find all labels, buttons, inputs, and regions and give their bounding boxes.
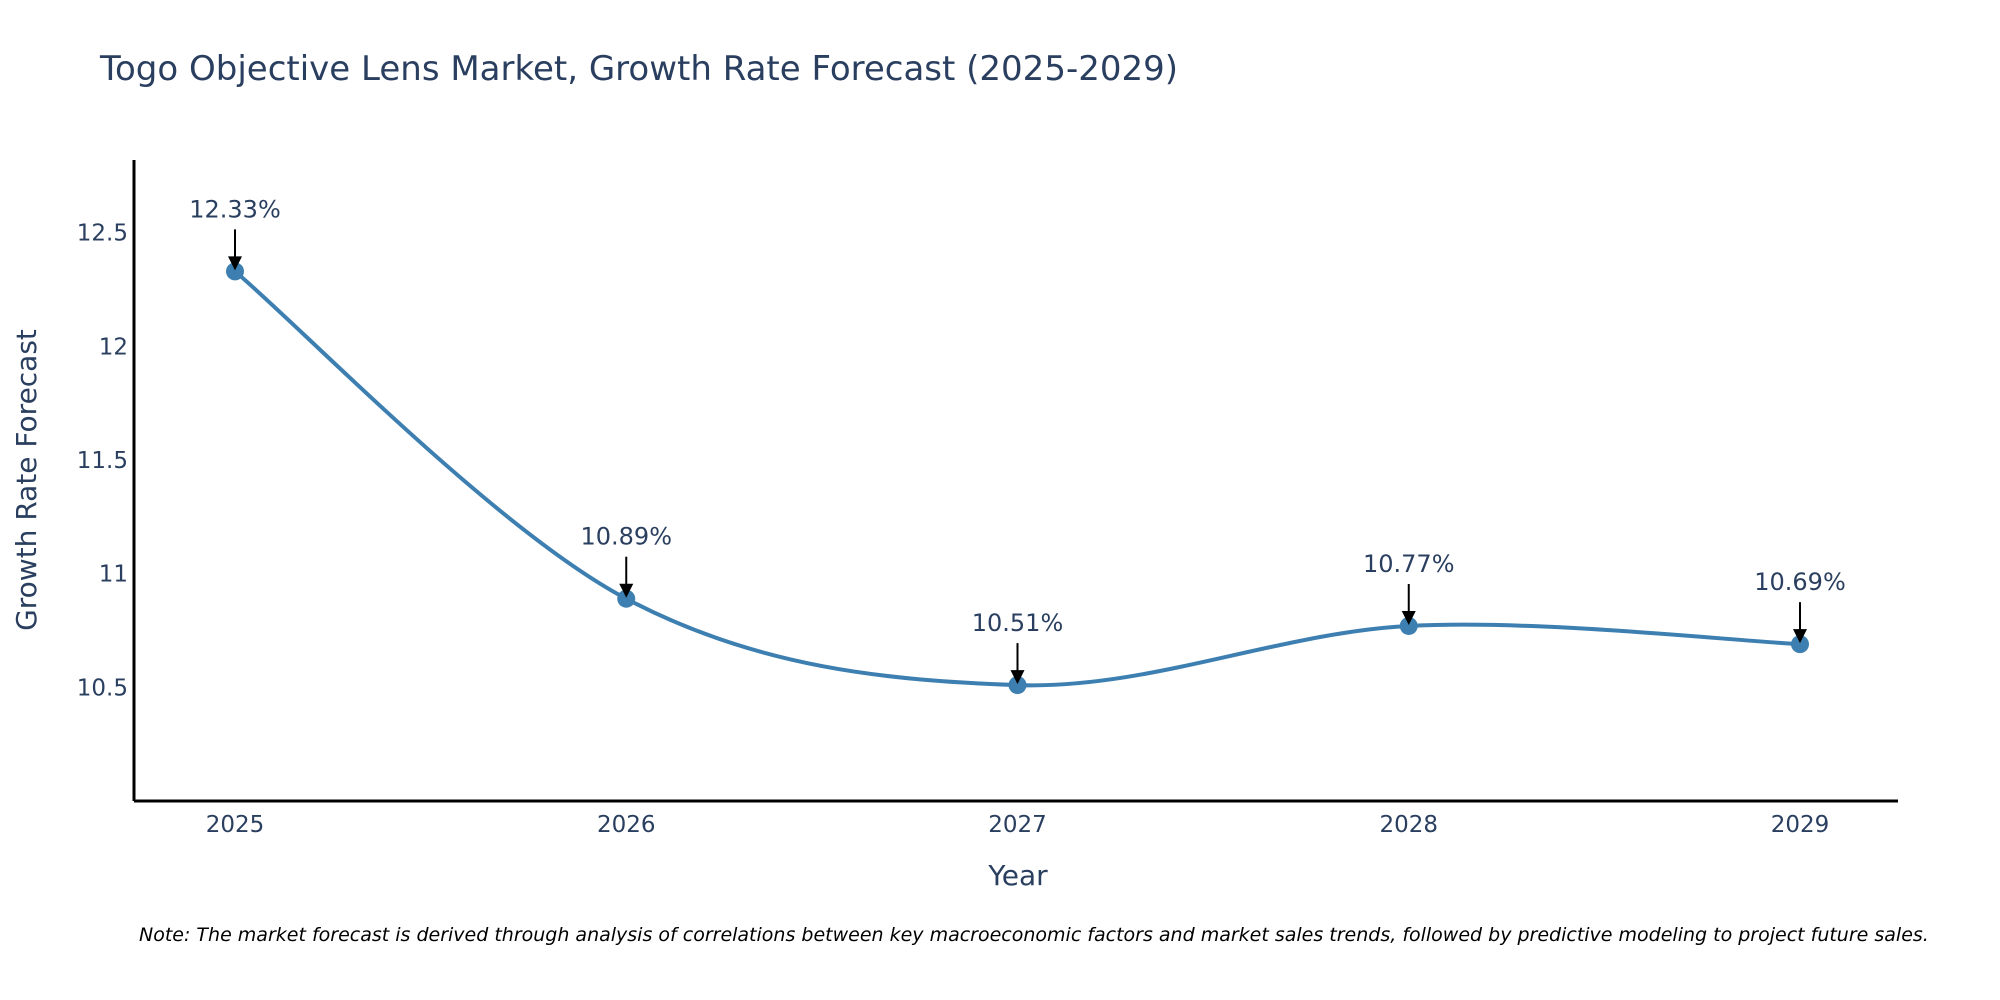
- y-tick-label: 12: [99, 334, 128, 360]
- y-axis-title: Growth Rate Forecast: [10, 329, 43, 631]
- data-point-marker: [1791, 635, 1809, 654]
- data-point-marker: [617, 589, 636, 608]
- annotation-arrowhead: [1793, 629, 1807, 644]
- data-label: 12.33%: [189, 195, 281, 223]
- y-tick-label: 11.5: [77, 448, 128, 474]
- annotation-arrowhead: [1010, 670, 1025, 685]
- y-tick-label: 10.5: [77, 675, 128, 701]
- x-tick-label: 2028: [1379, 812, 1438, 838]
- y-tick-labels: 10.5 11 11.5 12 12.5: [77, 221, 128, 702]
- annotation-arrowhead: [1401, 610, 1416, 625]
- y-tick-label: 11: [99, 562, 128, 588]
- x-tick-label: 2027: [988, 812, 1047, 838]
- forecast-note: Note: The market forecast is derived thr…: [139, 924, 1929, 946]
- data-label-annotations: 12.33% 10.89% 10.51% 10.77% 10.69%: [189, 195, 1846, 685]
- data-point-marker: [1008, 676, 1027, 695]
- y-tick-label: 12.5: [77, 221, 128, 247]
- data-point-marker: [1399, 616, 1418, 635]
- annotation-arrowhead: [619, 583, 634, 598]
- data-label: 10.69%: [1754, 568, 1846, 596]
- annotation-arrowhead: [228, 256, 242, 271]
- axes: [132, 160, 1898, 803]
- x-tick-label: 2025: [206, 812, 265, 838]
- x-axis-title: Year: [987, 859, 1048, 892]
- data-label: 10.51%: [972, 609, 1064, 637]
- series-line: [233, 269, 1802, 688]
- data-label: 10.89%: [580, 523, 672, 551]
- data-point-marker: [226, 262, 244, 281]
- series-group: [226, 262, 1809, 695]
- x-tick-label: 2026: [597, 812, 656, 838]
- x-tick-label: 2029: [1771, 812, 1830, 838]
- x-tick-labels: 2025 2026 2027 2028 2029: [206, 812, 1830, 838]
- chart-title: Togo Objective Lens Market, Growth Rate …: [99, 49, 1178, 89]
- data-label: 10.77%: [1363, 550, 1455, 578]
